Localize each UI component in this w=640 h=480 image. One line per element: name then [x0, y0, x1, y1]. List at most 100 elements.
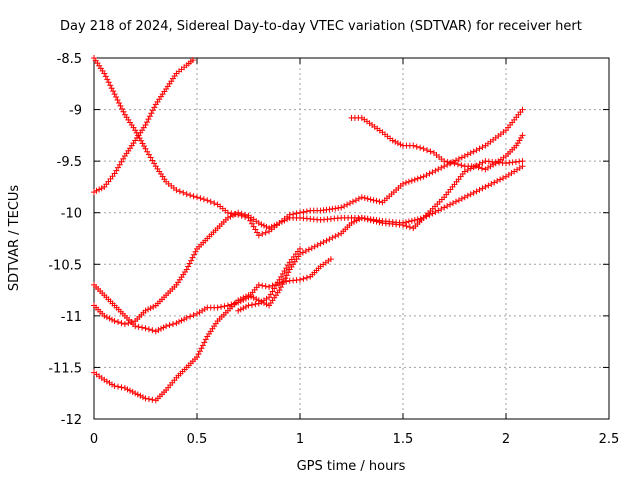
- data-point: [406, 224, 413, 231]
- data-point: [479, 144, 486, 151]
- data-point: [302, 248, 309, 255]
- data-point: [262, 229, 269, 236]
- data-point: [108, 85, 115, 92]
- data-point: [338, 204, 345, 211]
- data-point: [138, 137, 145, 144]
- data-point: [111, 382, 118, 389]
- data-point: [149, 327, 156, 334]
- x-tick-label: 0.5: [187, 432, 208, 447]
- data-point: [118, 105, 125, 112]
- data-point: [482, 183, 489, 190]
- data-point: [151, 104, 158, 111]
- data-point: [472, 163, 479, 170]
- data-point: [128, 319, 135, 326]
- data-point: [347, 200, 354, 207]
- y-tick-label: -10: [61, 207, 82, 222]
- data-point: [207, 198, 214, 205]
- data-point: [196, 348, 203, 355]
- data-point: [414, 175, 421, 182]
- data-point: [101, 312, 108, 319]
- data-point: [282, 275, 289, 282]
- data-point: [429, 169, 436, 176]
- data-point: [308, 245, 315, 252]
- data-series: [235, 245, 303, 314]
- data-point: [300, 209, 307, 216]
- data-point: [238, 210, 245, 217]
- data-series: [348, 114, 526, 173]
- data-point: [351, 218, 358, 225]
- data-point: [160, 324, 167, 331]
- data-point: [187, 192, 194, 199]
- data-point: [341, 203, 348, 210]
- data-point: [455, 155, 462, 162]
- y-axis-label: SDTVAR / TECUs: [7, 185, 22, 292]
- data-point: [353, 217, 360, 224]
- data-point: [355, 195, 362, 202]
- data-series: [91, 57, 196, 196]
- data-point: [452, 198, 459, 205]
- data-point: [417, 215, 424, 222]
- data-point: [497, 176, 504, 183]
- data-point: [106, 315, 113, 322]
- data-point: [420, 145, 427, 152]
- data-point: [413, 143, 420, 150]
- data-point: [476, 145, 483, 152]
- data-point: [189, 254, 196, 261]
- data-point: [139, 140, 146, 147]
- data-point: [224, 209, 231, 216]
- data-point: [435, 207, 442, 214]
- data-series: [91, 256, 334, 335]
- data-point: [327, 256, 334, 263]
- data-point: [266, 283, 273, 290]
- data-point: [411, 217, 418, 224]
- x-tick-label: 2.5: [599, 432, 620, 447]
- data-point: [183, 266, 190, 273]
- data-point: [200, 196, 207, 203]
- y-tick-labels: -12 -11.5 -11 -10.5 -10 -9.5 -9 -8.5: [48, 52, 82, 428]
- data-point: [348, 220, 355, 227]
- data-point: [111, 91, 118, 98]
- data-point: [192, 248, 199, 255]
- data-point: [183, 314, 190, 321]
- data-point: [488, 180, 495, 187]
- data-point: [145, 326, 152, 333]
- data-point: [441, 204, 448, 211]
- data-point: [202, 336, 209, 343]
- data-point: [280, 278, 287, 285]
- data-point: [268, 223, 275, 230]
- data-point: [364, 216, 371, 223]
- data-point: [186, 260, 193, 267]
- data-point: [194, 354, 200, 361]
- data-point: [185, 263, 192, 270]
- data-point: [218, 303, 225, 310]
- data-point: [93, 187, 100, 194]
- data-point: [183, 191, 190, 198]
- y-tick-label: -8.5: [57, 52, 82, 67]
- data-point: [253, 296, 260, 303]
- data-point: [237, 296, 244, 303]
- data-point: [358, 214, 365, 221]
- data-point: [175, 318, 182, 325]
- data-point: [361, 194, 368, 201]
- data-point: [461, 152, 468, 159]
- data-point: [451, 160, 458, 167]
- data-point: [441, 163, 448, 170]
- x-tick-label: 0: [90, 432, 98, 447]
- data-point: [163, 323, 170, 330]
- data-point: [121, 321, 128, 328]
- data-point: [376, 219, 383, 226]
- data-point: [102, 73, 109, 80]
- data-point: [435, 166, 442, 173]
- data-point: [479, 159, 486, 166]
- data-point: [105, 79, 112, 86]
- data-point: [392, 138, 399, 145]
- data-point: [231, 300, 238, 307]
- x-tick-labels: 0 0.5 1 1.5 2 2.5: [90, 432, 619, 447]
- data-point: [432, 208, 439, 215]
- data-point: [320, 239, 327, 246]
- data-point: [242, 303, 249, 310]
- data-point: [405, 178, 412, 185]
- data-point: [169, 321, 176, 328]
- y-tick-label: -9.5: [57, 155, 82, 170]
- data-point: [317, 240, 324, 247]
